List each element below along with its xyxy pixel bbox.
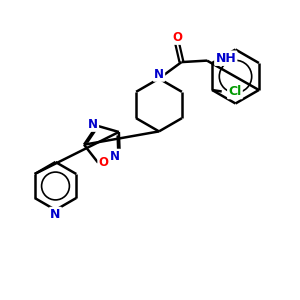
Text: N: N [110,150,120,163]
Text: O: O [172,31,182,44]
Text: NH: NH [215,52,236,65]
Text: N: N [154,68,164,81]
Text: Cl: Cl [228,85,242,98]
Text: N: N [88,118,98,131]
Text: N: N [50,208,61,221]
Text: O: O [98,156,109,169]
